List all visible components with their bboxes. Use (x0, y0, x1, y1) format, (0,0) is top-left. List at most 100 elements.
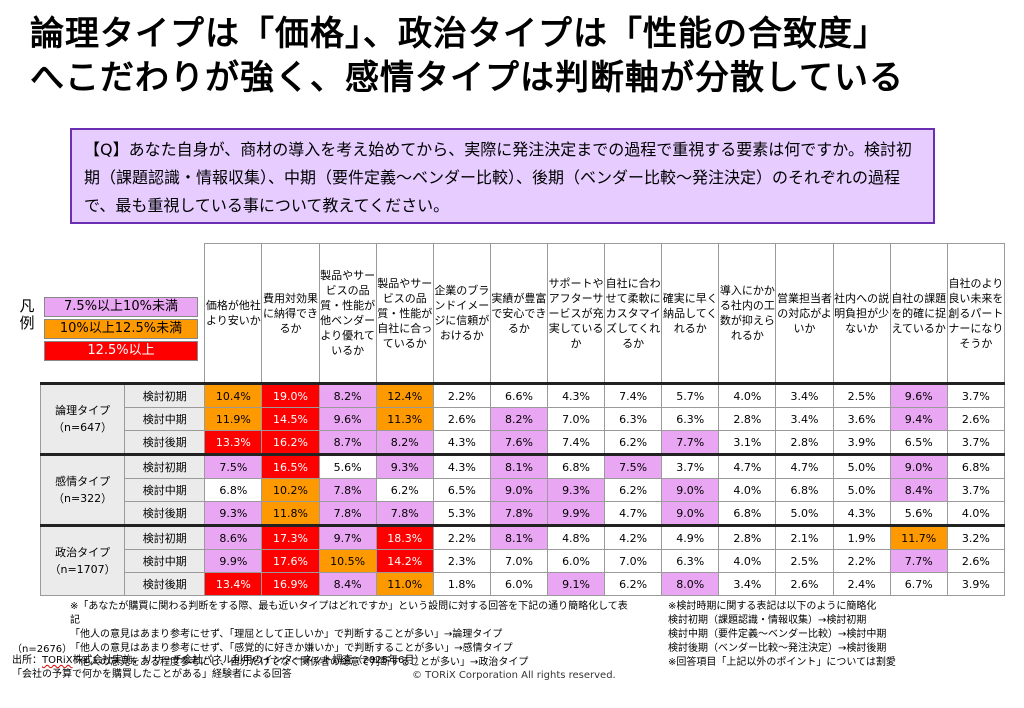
value-cell: 7.6% (489, 430, 548, 455)
value-cell: 6.6% (489, 382, 548, 408)
value-cell: 3.4% (775, 382, 834, 408)
value-cell: 2.8% (718, 407, 777, 431)
group-name: 論理タイプ (55, 404, 111, 417)
header-blank (41, 244, 125, 384)
value-cell: 4.2% (604, 524, 663, 550)
sample-size: （n=2676） (12, 644, 73, 655)
value-cell: 7.0% (546, 407, 606, 431)
column-header: 自社に合わせて柔軟にカスタマイズしてくれるか (604, 243, 663, 384)
value-cell: 10.5% (318, 549, 377, 573)
value-cell: 7.7% (661, 430, 720, 455)
column-header: 製品やサービスの品質・性能が自社に合っているか (375, 243, 434, 384)
value-cell: 2.6% (775, 572, 834, 596)
value-cell: 9.0% (889, 453, 948, 479)
value-cell: 6.2% (604, 572, 663, 596)
table-row: 論理タイプ （n=647） 検討初期 10.4% 19.0% 8.2% 12.4% 2.2% 6… (39, 382, 1006, 455)
table-row: 検討後期 13.4% 16.9% 8.4% 11.0% 1.8% 6.0% 9.1% 6.2% 8… (41, 572, 1006, 596)
phase-label: 検討中期 (124, 549, 206, 573)
value-cell: 7.0% (489, 549, 548, 573)
value-cell: 9.7% (318, 524, 377, 550)
value-cell: 9.1% (546, 572, 606, 596)
phase-label: 検討初期 (124, 524, 206, 550)
phase-label: 検討後期 (124, 572, 206, 596)
value-cell: 2.8% (718, 524, 777, 550)
value-cell: 9.0% (661, 501, 720, 526)
value-cell: 7.8% (375, 501, 434, 526)
phase-label: 検討中期 (124, 478, 206, 502)
value-cell: 7.5% (604, 453, 663, 479)
value-cell: 2.4% (832, 572, 891, 596)
value-cell: 11.3% (375, 407, 434, 431)
value-cell: 3.4% (775, 407, 834, 431)
value-cell: 3.9% (946, 572, 1006, 596)
column-header: 製品やサービスの品質・性能が他ベンダーより優れているか (318, 243, 377, 384)
value-cell: 2.2% (432, 524, 491, 550)
value-cell: 8.1% (489, 453, 548, 479)
value-cell: 1.9% (832, 524, 891, 550)
value-cell: 6.0% (546, 549, 606, 573)
title-line-2: へこだわりが強く、感情タイプは判断軸が分散している (30, 58, 904, 98)
value-cell: 2.5% (775, 549, 834, 573)
value-cell: 11.0% (375, 572, 434, 596)
column-header: サポートやアフターサービスが充実しているか (546, 243, 606, 384)
value-cell: 9.3% (375, 453, 434, 479)
value-cell: 3.6% (832, 407, 891, 431)
value-cell: 4.0% (718, 382, 777, 408)
group-n: （n=1707） (49, 563, 116, 576)
note-line: ※検討時期に関する表記は以下のように簡略化 (668, 601, 877, 612)
phase-label: 検討初期 (124, 382, 206, 408)
value-cell: 9.3% (204, 501, 263, 526)
value-cell: 6.7% (889, 572, 948, 596)
value-cell: 4.9% (661, 524, 720, 550)
value-cell: 7.8% (318, 501, 377, 526)
value-cell: 9.0% (661, 478, 720, 502)
note-line: 検討後期（ベンダー比較〜発注決定）→検討後期 (668, 643, 887, 654)
source-note: 出所：TORiX株式会社実施、リサーチ会社パネル利用のインターネット調査（202… (12, 654, 572, 682)
value-cell: 8.6% (204, 524, 263, 550)
value-cell: 3.9% (832, 430, 891, 455)
value-cell: 2.2% (432, 382, 491, 408)
value-cell: 6.0% (489, 572, 548, 596)
value-cell: 9.6% (889, 382, 948, 408)
value-cell: 13.3% (204, 430, 263, 455)
value-cell: 2.3% (432, 549, 491, 573)
value-cell: 6.8% (718, 501, 777, 526)
value-cell: 6.8% (204, 478, 263, 502)
value-cell: 8.2% (489, 407, 548, 431)
note-line: ※「あなたが購買に関わる判断をする際、最も近いタイプはどれですか」という設問に対… (70, 601, 628, 626)
value-cell: 5.7% (661, 382, 720, 408)
column-header: 自社の課題を的確に捉えているか (889, 243, 948, 384)
phase-label: 検討初期 (124, 453, 206, 479)
column-header: 企業のブランドイメージに信頼がおけるか (432, 243, 491, 384)
value-cell: 4.3% (832, 501, 891, 526)
value-cell: 8.0% (661, 572, 720, 596)
value-cell: 8.2% (375, 430, 434, 455)
value-cell: 4.7% (604, 501, 663, 526)
table-row: 感情タイプ （n=322） 検討初期 7.5% 16.5% 5.6% 9.3% 4.3% 8.1… (39, 453, 1006, 526)
note-line: 「他人の意見はあまり参考にせず、「理屈として正しいか」で判断することが多い」→論… (70, 629, 503, 640)
group-name: 感情タイプ (55, 475, 111, 488)
value-cell: 7.0% (604, 549, 663, 573)
value-cell: 13.4% (204, 572, 263, 596)
phase-label: 検討後期 (124, 501, 206, 526)
page-title: 論理タイプは「価格」、政治タイプは「性能の合致度」 へこだわりが強く、感情タイプ… (30, 12, 1000, 100)
value-cell: 7.8% (489, 501, 548, 526)
value-cell: 4.8% (546, 524, 606, 550)
column-header: 確実に早く納品してくれるか (661, 243, 720, 384)
header-blank (125, 244, 205, 384)
note-line: 「他人の意見はあまり参考にせず、「感覚的に好きか嫌いか」で判断することが多い」→… (70, 643, 513, 654)
column-header: 実績が豊富で安心できるか (489, 243, 548, 384)
value-cell: 2.6% (946, 549, 1006, 573)
table-row: 検討中期 6.8% 10.2% 7.8% 6.2% 6.5% 9.0% 9.3% 6.2% 9.0… (41, 478, 1006, 502)
value-cell: 4.0% (718, 478, 777, 502)
phase-label: 検討中期 (124, 407, 206, 431)
note-line: 検討初期（課題認識・情報収集）→検討初期 (668, 615, 867, 626)
value-cell: 14.2% (375, 549, 434, 573)
value-cell: 3.4% (718, 572, 777, 596)
value-cell: 8.7% (318, 430, 377, 455)
value-cell: 18.3% (375, 524, 434, 550)
value-cell: 11.9% (204, 407, 263, 431)
value-cell: 16.5% (261, 453, 320, 479)
value-cell: 3.1% (718, 430, 777, 455)
value-cell: 8.1% (489, 524, 548, 550)
